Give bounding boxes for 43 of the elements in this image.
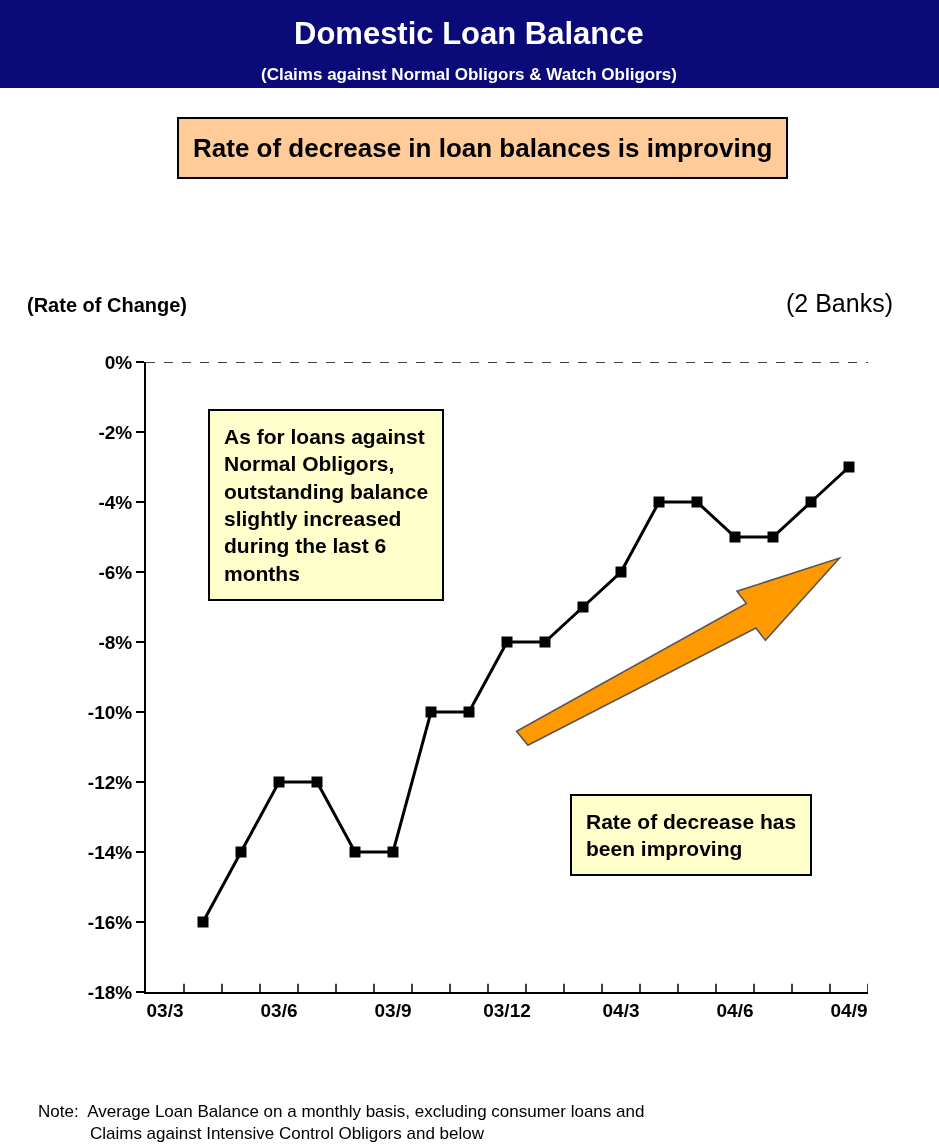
point — [273, 776, 285, 788]
point — [311, 776, 323, 788]
x-tick-label: 03/3 — [146, 999, 184, 1021]
x-tick-label: 04/9 — [830, 999, 868, 1021]
y-tick-label: -18% — [87, 981, 133, 1003]
y-tick-label: -4% — [98, 491, 133, 513]
x-tick-label: 04/6 — [716, 999, 754, 1021]
y-tick-label: -12% — [87, 771, 133, 793]
x-tick-label: 03/12 — [483, 999, 531, 1021]
point — [843, 461, 855, 473]
point — [805, 496, 817, 508]
chart-title: Domestic Loan Balance — [294, 16, 644, 51]
text: (2 Banks) — [786, 289, 893, 317]
point — [425, 706, 437, 718]
y-tick-label: -16% — [87, 911, 133, 933]
text: Rate of decrease in loan balances is improving — [193, 133, 773, 163]
point — [767, 531, 779, 543]
point — [197, 916, 209, 928]
y-tick-label: -10% — [87, 701, 133, 723]
point — [235, 846, 247, 858]
y-tick-label: -14% — [87, 841, 133, 863]
text: Note: Average Loan Balance on a monthly basis, excluding consumer loans and Claims against Intensive Control Obligors and below — [38, 1102, 645, 1144]
point — [729, 531, 741, 543]
point — [349, 846, 361, 858]
chart-subtitle: (Claims against Normal Obligors & Watch Obligors) — [261, 65, 677, 84]
x-tick-label: 04/3 — [602, 999, 640, 1021]
y-tick-label: -6% — [98, 561, 133, 583]
annotation: Rate of decrease has been improving — [586, 810, 797, 861]
y-axis-title: (Rate of Change) — [27, 294, 187, 316]
x-tick-label: 03/9 — [374, 999, 412, 1021]
point — [577, 601, 589, 613]
point — [501, 636, 513, 648]
point — [539, 636, 551, 648]
point — [463, 706, 475, 718]
y-tick-label: -8% — [98, 631, 133, 653]
point — [615, 566, 627, 578]
annotation: As for loans against Normal Obligors, outstanding balance slightly increased during the last 6 months — [224, 425, 429, 585]
y-tick-label: -2% — [98, 421, 133, 443]
point — [387, 846, 399, 858]
x-tick-label: 03/6 — [260, 999, 298, 1021]
point — [653, 496, 665, 508]
point — [691, 496, 703, 508]
y-tick-label: 0% — [104, 351, 133, 373]
